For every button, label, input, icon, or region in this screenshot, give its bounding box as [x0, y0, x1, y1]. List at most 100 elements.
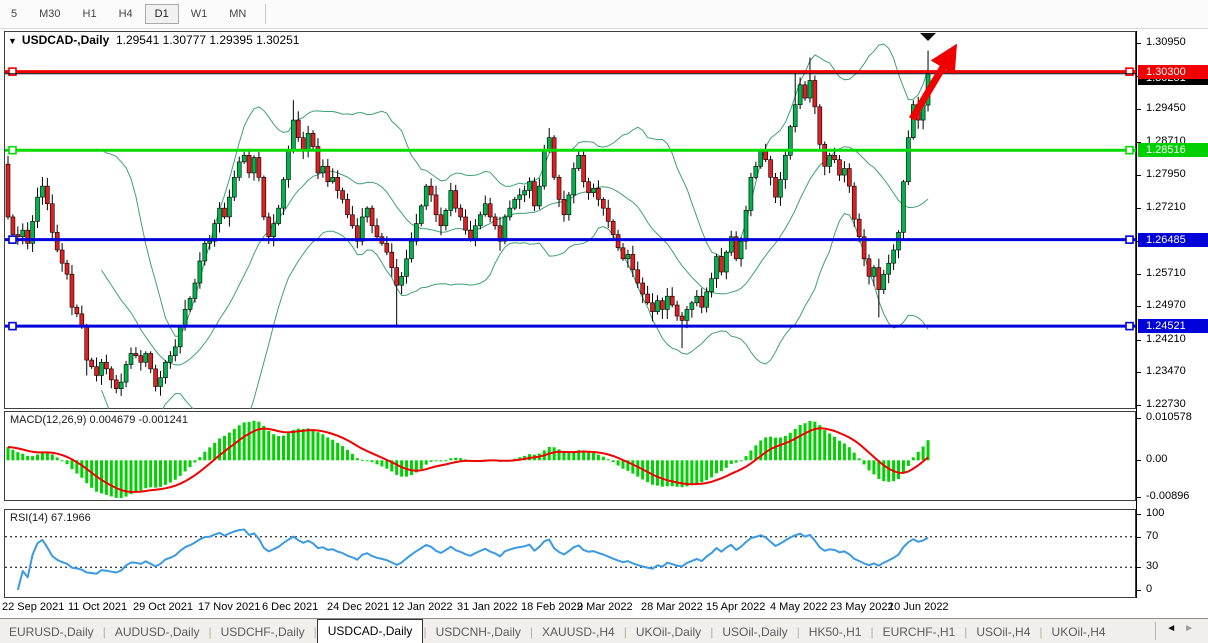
hline-handle[interactable] — [1125, 145, 1134, 155]
macd-histogram-bar — [395, 460, 399, 475]
macd-histogram-bar — [651, 460, 655, 485]
down-triangle-marker[interactable] — [920, 33, 936, 41]
macd-histogram-bar — [739, 460, 743, 462]
bull-candle — [886, 262, 891, 275]
bear-candle — [866, 258, 872, 277]
bull-candle — [281, 179, 286, 209]
symbol-tab-usdchf-daily[interactable]: USDCHF-,Daily — [220, 624, 305, 639]
rsi-axis-label: 70 — [1146, 529, 1159, 542]
timeframe-button-h1[interactable]: H1 — [82, 8, 97, 20]
bull-candle — [507, 207, 513, 218]
date-axis-label: 31 Jan 2022 — [457, 601, 518, 613]
rsi-indicator-panel[interactable] — [0, 509, 1137, 599]
bear-candle — [54, 232, 60, 251]
macd-histogram-bar — [680, 460, 684, 488]
timeframe-button-h4[interactable]: H4 — [118, 8, 133, 20]
bull-candle — [217, 207, 222, 224]
macd-indicator-panel[interactable] — [0, 411, 1137, 501]
symbol-tab-xauusd-h4[interactable]: XAUUSD-,H4 — [542, 624, 615, 639]
main-price-chart[interactable] — [0, 31, 1137, 409]
bull-candle — [276, 207, 281, 224]
bull-candle — [473, 225, 478, 240]
hline-handle[interactable] — [8, 235, 17, 244]
bull-candle — [448, 190, 454, 211]
bear-candle — [640, 282, 645, 295]
bear-candle — [148, 353, 153, 370]
bear-candle — [246, 154, 252, 174]
bull-candle — [792, 104, 798, 127]
hline-handle[interactable] — [8, 321, 17, 331]
macd-histogram-bar — [336, 442, 340, 461]
timeframe-button-w1[interactable]: W1 — [190, 8, 208, 20]
macd-histogram-bar — [282, 435, 286, 461]
bull-candle — [418, 205, 424, 224]
bull-candle — [512, 199, 518, 209]
symbol-tab-ukoil-h4[interactable]: UKOil-,H4 — [1051, 624, 1106, 639]
bull-candle — [177, 326, 183, 348]
hline-handle[interactable] — [1125, 235, 1134, 244]
bull-candle — [99, 361, 104, 376]
price-axis-tick — [1136, 339, 1141, 341]
symbol-tab-usoil-h4[interactable]: USOil-,H4 — [976, 624, 1031, 639]
macd-histogram-bar — [414, 460, 418, 473]
macd-histogram-bar — [567, 453, 571, 461]
timeframe-button-d1[interactable]: D1 — [144, 4, 179, 24]
macd-histogram-bar — [591, 453, 595, 461]
hline-handle[interactable] — [8, 145, 17, 155]
bear-candle — [660, 300, 665, 310]
bear-candle — [802, 84, 808, 99]
rsi-axis-label: 0 — [1146, 583, 1153, 595]
bull-candle — [797, 84, 803, 105]
rsi-axis-tick — [1136, 567, 1141, 569]
tabs-scroll-right-icon[interactable]: ► — [1184, 623, 1202, 634]
symbol-tab-usdcnh-daily[interactable]: USDCNH-,Daily — [435, 624, 521, 639]
hline-handle[interactable] — [1125, 321, 1134, 331]
macd-histogram-bar — [144, 460, 148, 489]
macd-histogram-bar — [582, 450, 586, 461]
bull-candle — [271, 223, 276, 238]
macd-histogram-bar — [852, 452, 856, 461]
tab-separator: | — [423, 624, 427, 639]
symbol-tab-bar: EURUSD-,Daily | AUDUSD-,Daily | USDCHF-,Dail… — [0, 618, 1208, 643]
bear-candle — [817, 106, 823, 145]
timeframe-button-m30[interactable]: M30 — [39, 8, 61, 20]
main-panel-border — [4, 31, 1136, 409]
symbol-tab-ukoil-daily[interactable]: UKOil-,Daily — [635, 624, 702, 639]
macd-histogram-bar — [813, 421, 817, 461]
symbol-tab-eurusd-daily[interactable]: EURUSD-,Daily — [9, 624, 94, 639]
timeframe-button-5[interactable]: 5 — [11, 8, 18, 20]
symbol-dropdown-icon[interactable]: ▼ — [8, 36, 17, 46]
tabs-scroll-left-icon[interactable]: ◄ — [1166, 623, 1185, 634]
bull-candle — [910, 104, 916, 138]
bear-candle — [601, 199, 606, 209]
symbol-tab-usoil-daily[interactable]: USOil-,Daily — [722, 624, 788, 639]
bear-candle — [49, 203, 55, 233]
hline-handle[interactable] — [8, 67, 17, 76]
macd-histogram-bar — [670, 460, 674, 487]
macd-label: MACD(12,26,9) 0.004679 -0.001241 — [10, 414, 188, 426]
hline-handle[interactable] — [1125, 67, 1134, 76]
symbol-tab-hk50-h1[interactable]: HK50-,H1 — [808, 624, 862, 639]
symbol-tab-eurchf-h1[interactable]: EURCHF-,H1 — [882, 624, 956, 639]
bull-candle — [172, 346, 178, 356]
bull-candle — [709, 278, 714, 293]
bull-candle — [305, 132, 311, 152]
tab-separator: | — [529, 624, 534, 639]
trend-up-arrow[interactable] — [908, 43, 958, 121]
macd-histogram-bar — [129, 460, 133, 495]
macd-histogram-bar — [774, 437, 778, 461]
macd-histogram-bar — [434, 460, 438, 462]
macd-histogram-bar — [306, 428, 310, 461]
symbol-tab-audusd-daily[interactable]: AUDUSD-,Daily — [114, 624, 200, 639]
bear-candle — [84, 326, 90, 361]
bull-candle — [158, 377, 163, 387]
toolbar-separator — [265, 4, 267, 24]
bull-candle — [522, 190, 527, 196]
tab-separator: | — [870, 624, 874, 639]
bear-candle — [340, 190, 345, 200]
macd-histogram-bar — [301, 429, 305, 461]
timeframe-button-mn[interactable]: MN — [229, 8, 247, 20]
symbol-tab-usdcad-daily[interactable]: USDCAD-,Daily — [316, 618, 424, 643]
bull-candle — [291, 119, 296, 152]
macd-histogram-bar — [572, 451, 576, 461]
